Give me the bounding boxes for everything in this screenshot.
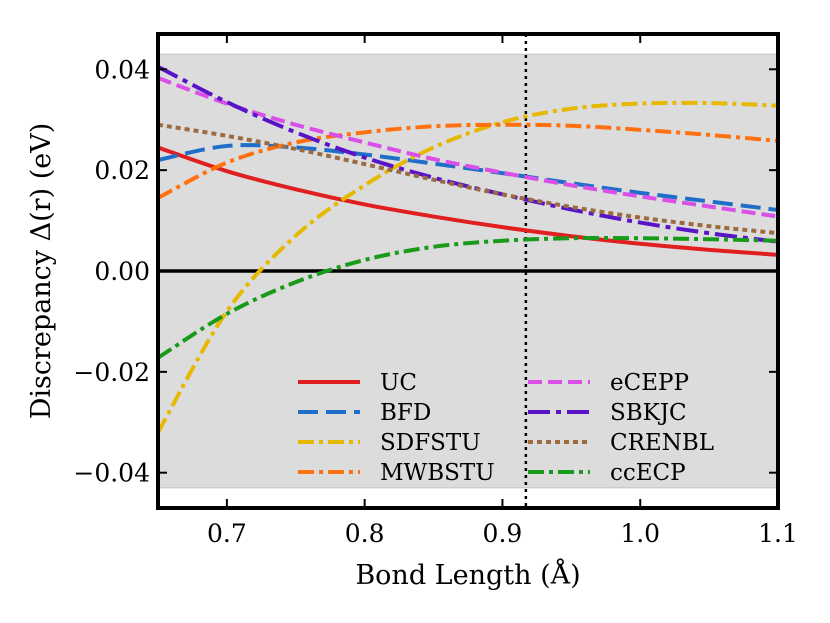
legend-item-sdfstu: SDFSTU (298, 430, 481, 456)
series-line-mwbstu (158, 122, 778, 200)
series-line-bfd (158, 143, 778, 212)
y-tick-label: 0.04 (94, 55, 150, 84)
series-layer (158, 64, 778, 434)
legend-label: CRENBL (610, 430, 714, 456)
series-line-crenbl (158, 122, 778, 236)
y-tick-label: −0.02 (73, 358, 150, 387)
x-tick-label: 0.9 (483, 519, 523, 548)
x-tick-label: 1.1 (758, 519, 798, 548)
legend-item-sbkjc: SBKJC (528, 400, 687, 426)
tick-labels-layer: 0.7 0.8 0.9 1.0 1.1 −0.04 −0.02 0.00 0.02 0.04 (73, 55, 798, 548)
series-line-ecepp (158, 75, 778, 219)
legend-item-mwbstu: MWBSTU (298, 460, 495, 486)
legend-label: BFD (380, 400, 431, 426)
series-line-ccecp (158, 235, 778, 360)
legend-item-uc: UC (298, 370, 417, 396)
legend-item-bfd: BFD (298, 400, 431, 426)
series-line-uc (158, 145, 778, 257)
x-tick-label: 1.0 (620, 519, 660, 548)
series-line-sdfstu (158, 100, 778, 434)
x-tick-label: 0.8 (345, 519, 385, 548)
legend-label: MWBSTU (380, 460, 495, 486)
y-axis-label: Discrepancy Δ(r) (eV) (26, 123, 57, 419)
x-tick-label: 0.7 (207, 519, 247, 548)
legend-item-crenbl: CRENBL (528, 430, 714, 456)
y-tick-label: 0.00 (94, 257, 150, 286)
legend-item-ecepp: eCEPP (528, 370, 689, 396)
legend-label: eCEPP (610, 370, 689, 396)
legend: UC BFD SDFSTU MWBSTU eCEPP SBKJC CRENBL ccECP (298, 370, 714, 486)
legend-label: SDFSTU (380, 430, 481, 456)
legend-label: UC (380, 370, 417, 396)
x-axis-label: Bond Length (Å) (355, 558, 580, 591)
legend-label: SBKJC (610, 400, 687, 426)
legend-item-ccecp: ccECP (528, 460, 686, 486)
y-tick-label: 0.02 (94, 156, 150, 185)
legend-label: ccECP (610, 460, 686, 486)
y-tick-label: −0.04 (73, 459, 150, 488)
tick-marks-layer (158, 34, 779, 508)
